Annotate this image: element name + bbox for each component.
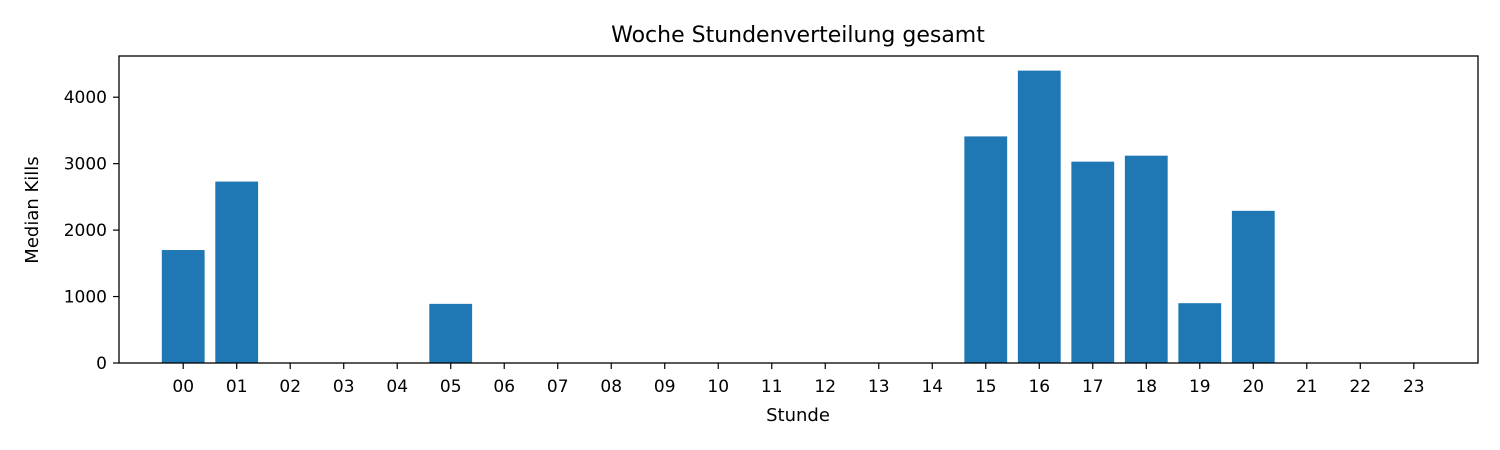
y-tick-label-2000: 2000 xyxy=(64,221,107,241)
bar-05 xyxy=(429,303,473,363)
x-axis-ticks: 00 01 02 03 04 05 06 07 08 09 10 11 12 13 14 15 16 17 18 19… xyxy=(172,363,1425,397)
x-tick-label-17: 17 xyxy=(1082,377,1104,397)
x-tick-label-21: 21 xyxy=(1296,377,1318,397)
x-tick-label-10: 10 xyxy=(707,377,729,397)
bar-17 xyxy=(1071,161,1115,363)
bar-20 xyxy=(1231,210,1275,363)
bar-01 xyxy=(215,181,259,363)
y-tick-label-0: 0 xyxy=(96,354,107,374)
x-tick-label-05: 05 xyxy=(440,377,462,397)
x-tick-label-07: 07 xyxy=(547,377,569,397)
x-tick-label-16: 16 xyxy=(1028,377,1050,397)
bar-15 xyxy=(964,136,1008,363)
plot-frame xyxy=(118,55,1479,364)
x-tick-label-02: 02 xyxy=(279,377,301,397)
y-tick-label-1000: 1000 xyxy=(64,288,107,308)
bar-00 xyxy=(161,250,205,363)
x-tick-label-15: 15 xyxy=(975,377,997,397)
chart-title: Woche Stundenverteilung gesamt xyxy=(611,23,985,48)
bar-16 xyxy=(1017,70,1061,363)
y-tick-label-4000: 4000 xyxy=(64,88,107,108)
x-tick-label-12: 12 xyxy=(814,377,836,397)
x-tick-label-06: 06 xyxy=(493,377,515,397)
x-tick-label-19: 19 xyxy=(1189,377,1211,397)
y-tick-label-3000: 3000 xyxy=(64,155,107,175)
x-tick-label-11: 11 xyxy=(761,377,783,397)
bar-19 xyxy=(1178,303,1222,363)
x-tick-label-01: 01 xyxy=(226,377,248,397)
x-tick-label-09: 09 xyxy=(654,377,676,397)
x-tick-label-18: 18 xyxy=(1135,377,1157,397)
x-tick-label-23: 23 xyxy=(1403,377,1425,397)
y-axis-ticks: 0 1000 2000 3000 4000 xyxy=(64,88,119,374)
y-axis-label: Median Kills xyxy=(22,156,43,263)
x-tick-label-14: 14 xyxy=(921,377,943,397)
bars-group xyxy=(161,70,1275,363)
x-tick-label-00: 00 xyxy=(172,377,194,397)
x-tick-label-08: 08 xyxy=(600,377,622,397)
x-tick-label-13: 13 xyxy=(868,377,890,397)
x-tick-label-04: 04 xyxy=(386,377,408,397)
bar-18 xyxy=(1124,155,1168,363)
x-tick-label-20: 20 xyxy=(1242,377,1264,397)
x-tick-label-03: 03 xyxy=(333,377,355,397)
x-axis-label: Stunde xyxy=(766,405,830,426)
x-tick-label-22: 22 xyxy=(1349,377,1371,397)
